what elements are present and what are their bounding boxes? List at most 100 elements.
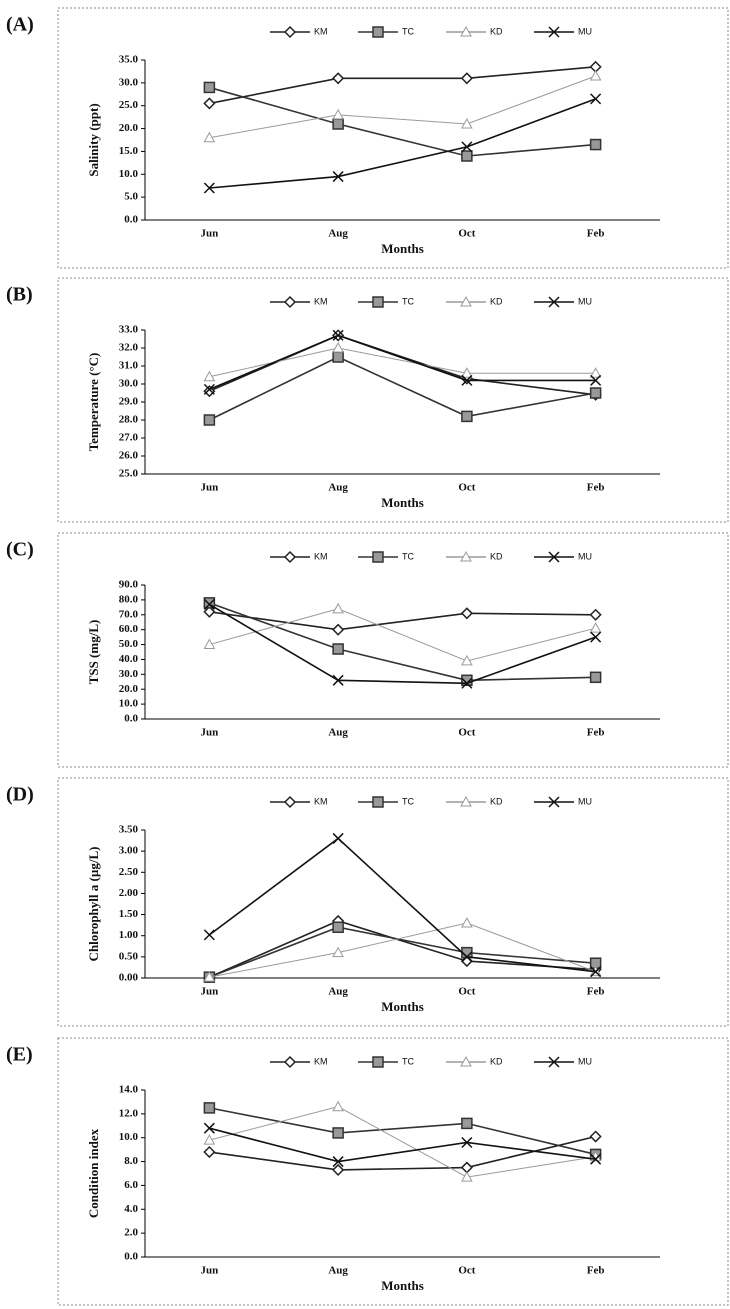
y-tick-label: 0.50 <box>119 950 139 962</box>
panel-label: (E) <box>6 1044 33 1066</box>
data-point <box>591 1132 601 1142</box>
data-point <box>462 918 472 927</box>
x-tick-label: Oct <box>458 986 475 998</box>
y-tick-label: 3.50 <box>119 824 139 836</box>
y-tick-label: 20.0 <box>119 683 139 695</box>
legend-label: TC <box>402 796 414 806</box>
figure: (A)KMTCKDMU0.05.010.015.020.025.030.035.… <box>0 0 730 1309</box>
series-line <box>209 1107 595 1177</box>
x-tick-label: Aug <box>328 228 348 240</box>
x-tick-label: Oct <box>458 727 475 739</box>
y-tick-label: 60.0 <box>119 623 139 635</box>
y-tick-label: 14.0 <box>119 1084 139 1096</box>
panel-label: (C) <box>6 539 34 561</box>
data-point <box>333 73 343 83</box>
legend-label: MU <box>578 551 592 561</box>
legend-label: TC <box>402 551 414 561</box>
y-tick-label: 80.0 <box>119 593 139 605</box>
data-point <box>333 119 343 129</box>
y-tick-label: 3.00 <box>119 845 139 857</box>
y-tick-label: 10.0 <box>119 1131 139 1143</box>
series-line <box>209 99 595 188</box>
series-line <box>209 335 595 389</box>
legend-marker <box>373 797 383 807</box>
y-tick-label: 20.0 <box>119 122 139 134</box>
x-tick-label: Jun <box>201 228 219 240</box>
legend-label: KD <box>490 296 503 306</box>
y-tick-label: 27.0 <box>119 432 139 444</box>
x-axis-title: Months <box>381 999 424 1014</box>
panel-frame <box>58 533 728 767</box>
x-tick-label: Oct <box>458 1265 475 1277</box>
series-line <box>209 1108 595 1155</box>
data-point <box>591 388 601 398</box>
y-tick-label: 30.0 <box>119 668 139 680</box>
legend-label: KM <box>314 551 328 561</box>
legend-marker <box>285 1057 295 1067</box>
panel: (C)KMTCKDMU0.010.020.030.040.050.060.070… <box>6 533 728 767</box>
y-tick-label: 0.0 <box>124 713 138 725</box>
x-tick-label: Feb <box>587 482 605 494</box>
legend-marker <box>373 27 383 37</box>
legend-label: MU <box>578 1056 592 1066</box>
legend-marker <box>285 297 295 307</box>
y-tick-label: 25.0 <box>119 99 139 111</box>
y-tick-label: 2.00 <box>119 887 139 899</box>
data-point <box>204 1147 214 1157</box>
panel-label: (D) <box>6 784 34 806</box>
x-tick-label: Jun <box>201 727 219 739</box>
data-point <box>333 110 343 119</box>
data-point <box>591 94 601 104</box>
panel-label: (A) <box>6 14 34 36</box>
legend-label: KD <box>490 551 503 561</box>
data-point <box>591 610 601 620</box>
x-tick-label: Jun <box>201 1265 219 1277</box>
y-tick-label: 0.0 <box>124 214 138 226</box>
y-tick-label: 8.0 <box>124 1155 138 1167</box>
y-tick-label: 35.0 <box>119 54 139 66</box>
x-axis-title: Months <box>381 1278 424 1293</box>
y-axis-title: Salinity (ppt) <box>86 103 101 176</box>
y-tick-label: 90.0 <box>119 579 139 591</box>
data-point <box>204 82 214 92</box>
x-tick-label: Feb <box>587 986 605 998</box>
data-point <box>333 1128 343 1138</box>
y-tick-label: 40.0 <box>119 653 139 665</box>
x-tick-label: Aug <box>328 1265 348 1277</box>
legend-label: KD <box>490 1056 503 1066</box>
data-point <box>591 672 601 682</box>
series-line <box>209 612 595 630</box>
data-point <box>333 625 343 635</box>
data-point <box>333 343 343 352</box>
x-tick-label: Jun <box>201 482 219 494</box>
data-point <box>591 623 601 632</box>
y-tick-label: 25.0 <box>119 468 139 480</box>
y-tick-label: 0.00 <box>119 972 139 984</box>
y-tick-label: 10.0 <box>119 168 139 180</box>
legend-label: KD <box>490 26 503 36</box>
legend-label: TC <box>402 296 414 306</box>
y-tick-label: 26.0 <box>119 450 139 462</box>
data-point <box>333 644 343 654</box>
data-point <box>204 1103 214 1113</box>
series-line <box>209 923 595 977</box>
y-tick-label: 29.0 <box>119 396 139 408</box>
legend-marker <box>285 797 295 807</box>
data-point <box>333 604 343 613</box>
legend-label: TC <box>402 26 414 36</box>
data-point <box>462 1163 472 1173</box>
y-tick-label: 30.0 <box>119 378 139 390</box>
legend-label: KD <box>490 796 503 806</box>
data-point <box>591 140 601 150</box>
legend-marker <box>373 552 383 562</box>
legend-marker <box>373 297 383 307</box>
y-axis-title: Chlorophyll a (µg/L) <box>86 847 101 962</box>
y-tick-label: 1.00 <box>119 929 139 941</box>
panel-frame <box>58 778 728 1026</box>
data-point <box>204 98 214 108</box>
y-tick-label: 12.0 <box>119 1107 139 1119</box>
y-tick-label: 70.0 <box>119 608 139 620</box>
series-line <box>209 76 595 138</box>
data-point <box>333 922 343 932</box>
series-line <box>209 604 595 683</box>
